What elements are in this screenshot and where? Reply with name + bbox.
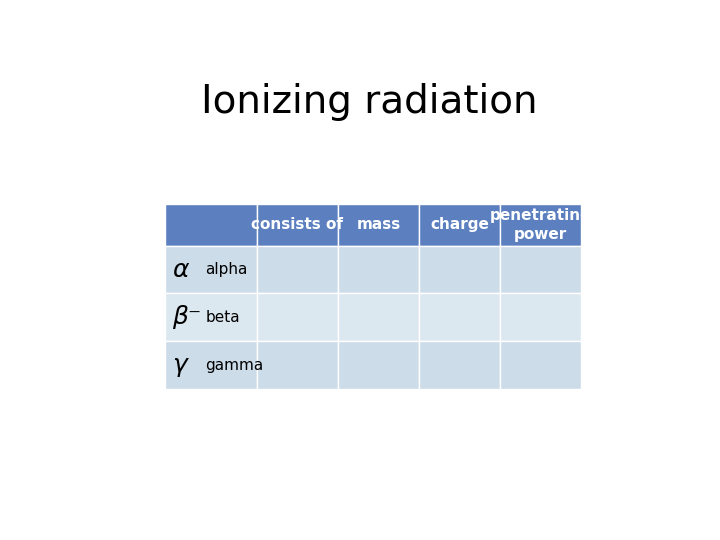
FancyBboxPatch shape — [166, 204, 257, 246]
FancyBboxPatch shape — [257, 204, 338, 246]
FancyBboxPatch shape — [257, 246, 338, 293]
FancyBboxPatch shape — [419, 246, 500, 293]
FancyBboxPatch shape — [500, 204, 581, 246]
FancyBboxPatch shape — [338, 341, 419, 389]
Text: α: α — [172, 258, 189, 281]
Text: gamma: gamma — [205, 357, 264, 373]
FancyBboxPatch shape — [338, 246, 419, 293]
Text: charge: charge — [430, 218, 489, 232]
FancyBboxPatch shape — [419, 341, 500, 389]
Text: γ: γ — [172, 353, 186, 377]
FancyBboxPatch shape — [338, 204, 419, 246]
Text: penetrating
power: penetrating power — [490, 208, 591, 242]
FancyBboxPatch shape — [500, 293, 581, 341]
FancyBboxPatch shape — [166, 341, 257, 389]
FancyBboxPatch shape — [500, 246, 581, 293]
Text: mass: mass — [356, 218, 400, 232]
FancyBboxPatch shape — [166, 246, 257, 293]
Text: beta: beta — [205, 310, 240, 325]
Text: β⁻: β⁻ — [172, 306, 202, 329]
FancyBboxPatch shape — [257, 341, 338, 389]
FancyBboxPatch shape — [166, 293, 257, 341]
FancyBboxPatch shape — [419, 293, 500, 341]
Text: alpha: alpha — [205, 262, 248, 277]
FancyBboxPatch shape — [338, 293, 419, 341]
Text: Ionizing radiation: Ionizing radiation — [201, 83, 537, 121]
FancyBboxPatch shape — [419, 204, 500, 246]
FancyBboxPatch shape — [257, 293, 338, 341]
Text: consists of: consists of — [251, 218, 343, 232]
FancyBboxPatch shape — [500, 341, 581, 389]
